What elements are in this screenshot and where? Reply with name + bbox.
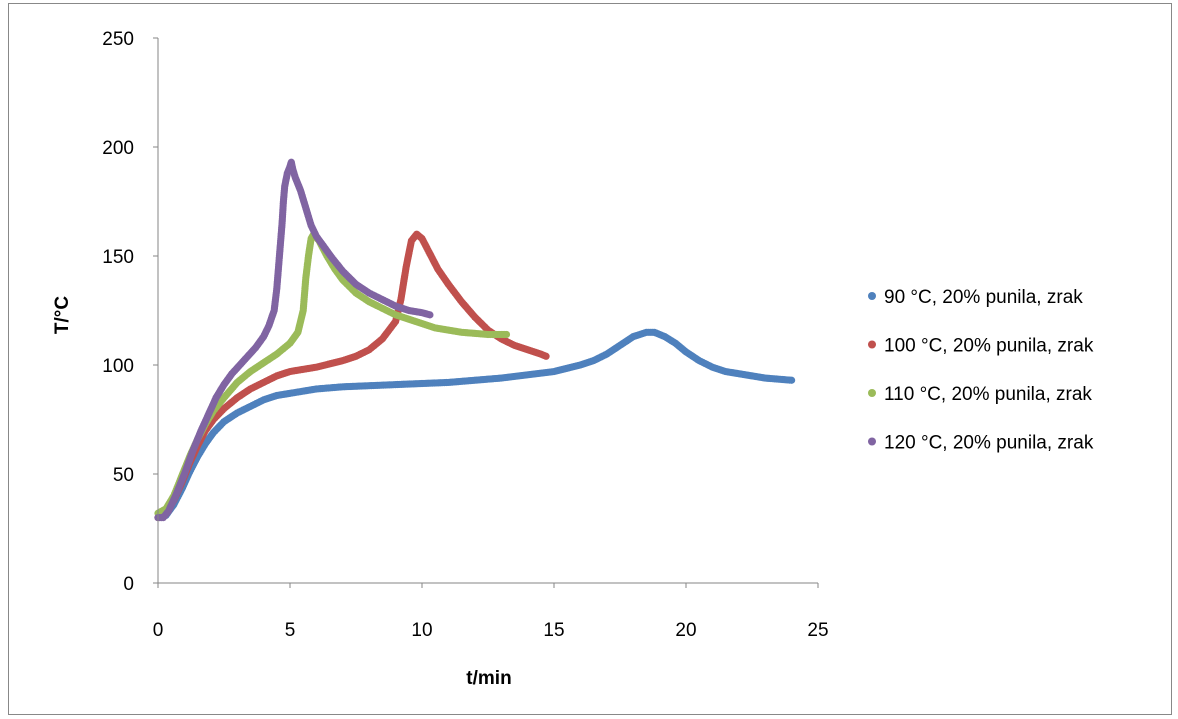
y-tick-label: 0 — [123, 574, 134, 595]
series-3 — [154, 230, 511, 517]
x-tick-label: 25 — [807, 620, 828, 641]
legend-marker — [868, 292, 876, 300]
data-point — [502, 330, 511, 339]
x-tick-label: 10 — [411, 620, 432, 641]
data-point — [788, 376, 796, 384]
data-point — [426, 311, 434, 319]
legend-label: 100 °C, 20% punila, zrak — [884, 336, 1094, 357]
legend-item-3: 110 °C, 20% punila, zrak — [868, 384, 1092, 405]
plot-area — [154, 158, 796, 522]
y-tick-label: 100 — [102, 356, 134, 377]
data-point — [542, 352, 550, 360]
x-axis: 0 5 10 15 20 25 — [153, 582, 829, 641]
x-tick-label: 0 — [153, 620, 164, 641]
y-axis-title: T/°C — [52, 296, 73, 334]
legend-marker — [868, 389, 876, 397]
series-4 — [154, 158, 434, 522]
legend-label: 90 °C, 20% punila, zrak — [884, 287, 1083, 308]
x-axis-title: t/min — [466, 668, 511, 689]
legend-item-4: 120 °C, 20% punila, zrak — [868, 433, 1094, 454]
y-tick-label: 50 — [113, 465, 134, 486]
legend-marker — [868, 340, 876, 349]
y-tick-label: 150 — [102, 247, 134, 268]
x-tick-label: 20 — [675, 620, 696, 641]
legend-label: 110 °C, 20% punila, zrak — [884, 384, 1092, 405]
y-axis: 0 50 100 150 200 250 — [102, 29, 159, 595]
y-tick-label: 200 — [102, 138, 134, 159]
legend-item-1: 90 °C, 20% punila, zrak — [868, 287, 1083, 308]
legend-marker — [868, 437, 876, 446]
legend-label: 120 °C, 20% punila, zrak — [884, 433, 1094, 454]
legend-item-2: 100 °C, 20% punila, zrak — [868, 336, 1094, 357]
legend: 90 °C, 20% punila, zrak 100 °C, 20% punil… — [868, 287, 1094, 454]
x-tick-label: 15 — [543, 620, 564, 641]
y-tick-label: 250 — [102, 29, 134, 50]
x-tick-label: 5 — [285, 620, 296, 641]
